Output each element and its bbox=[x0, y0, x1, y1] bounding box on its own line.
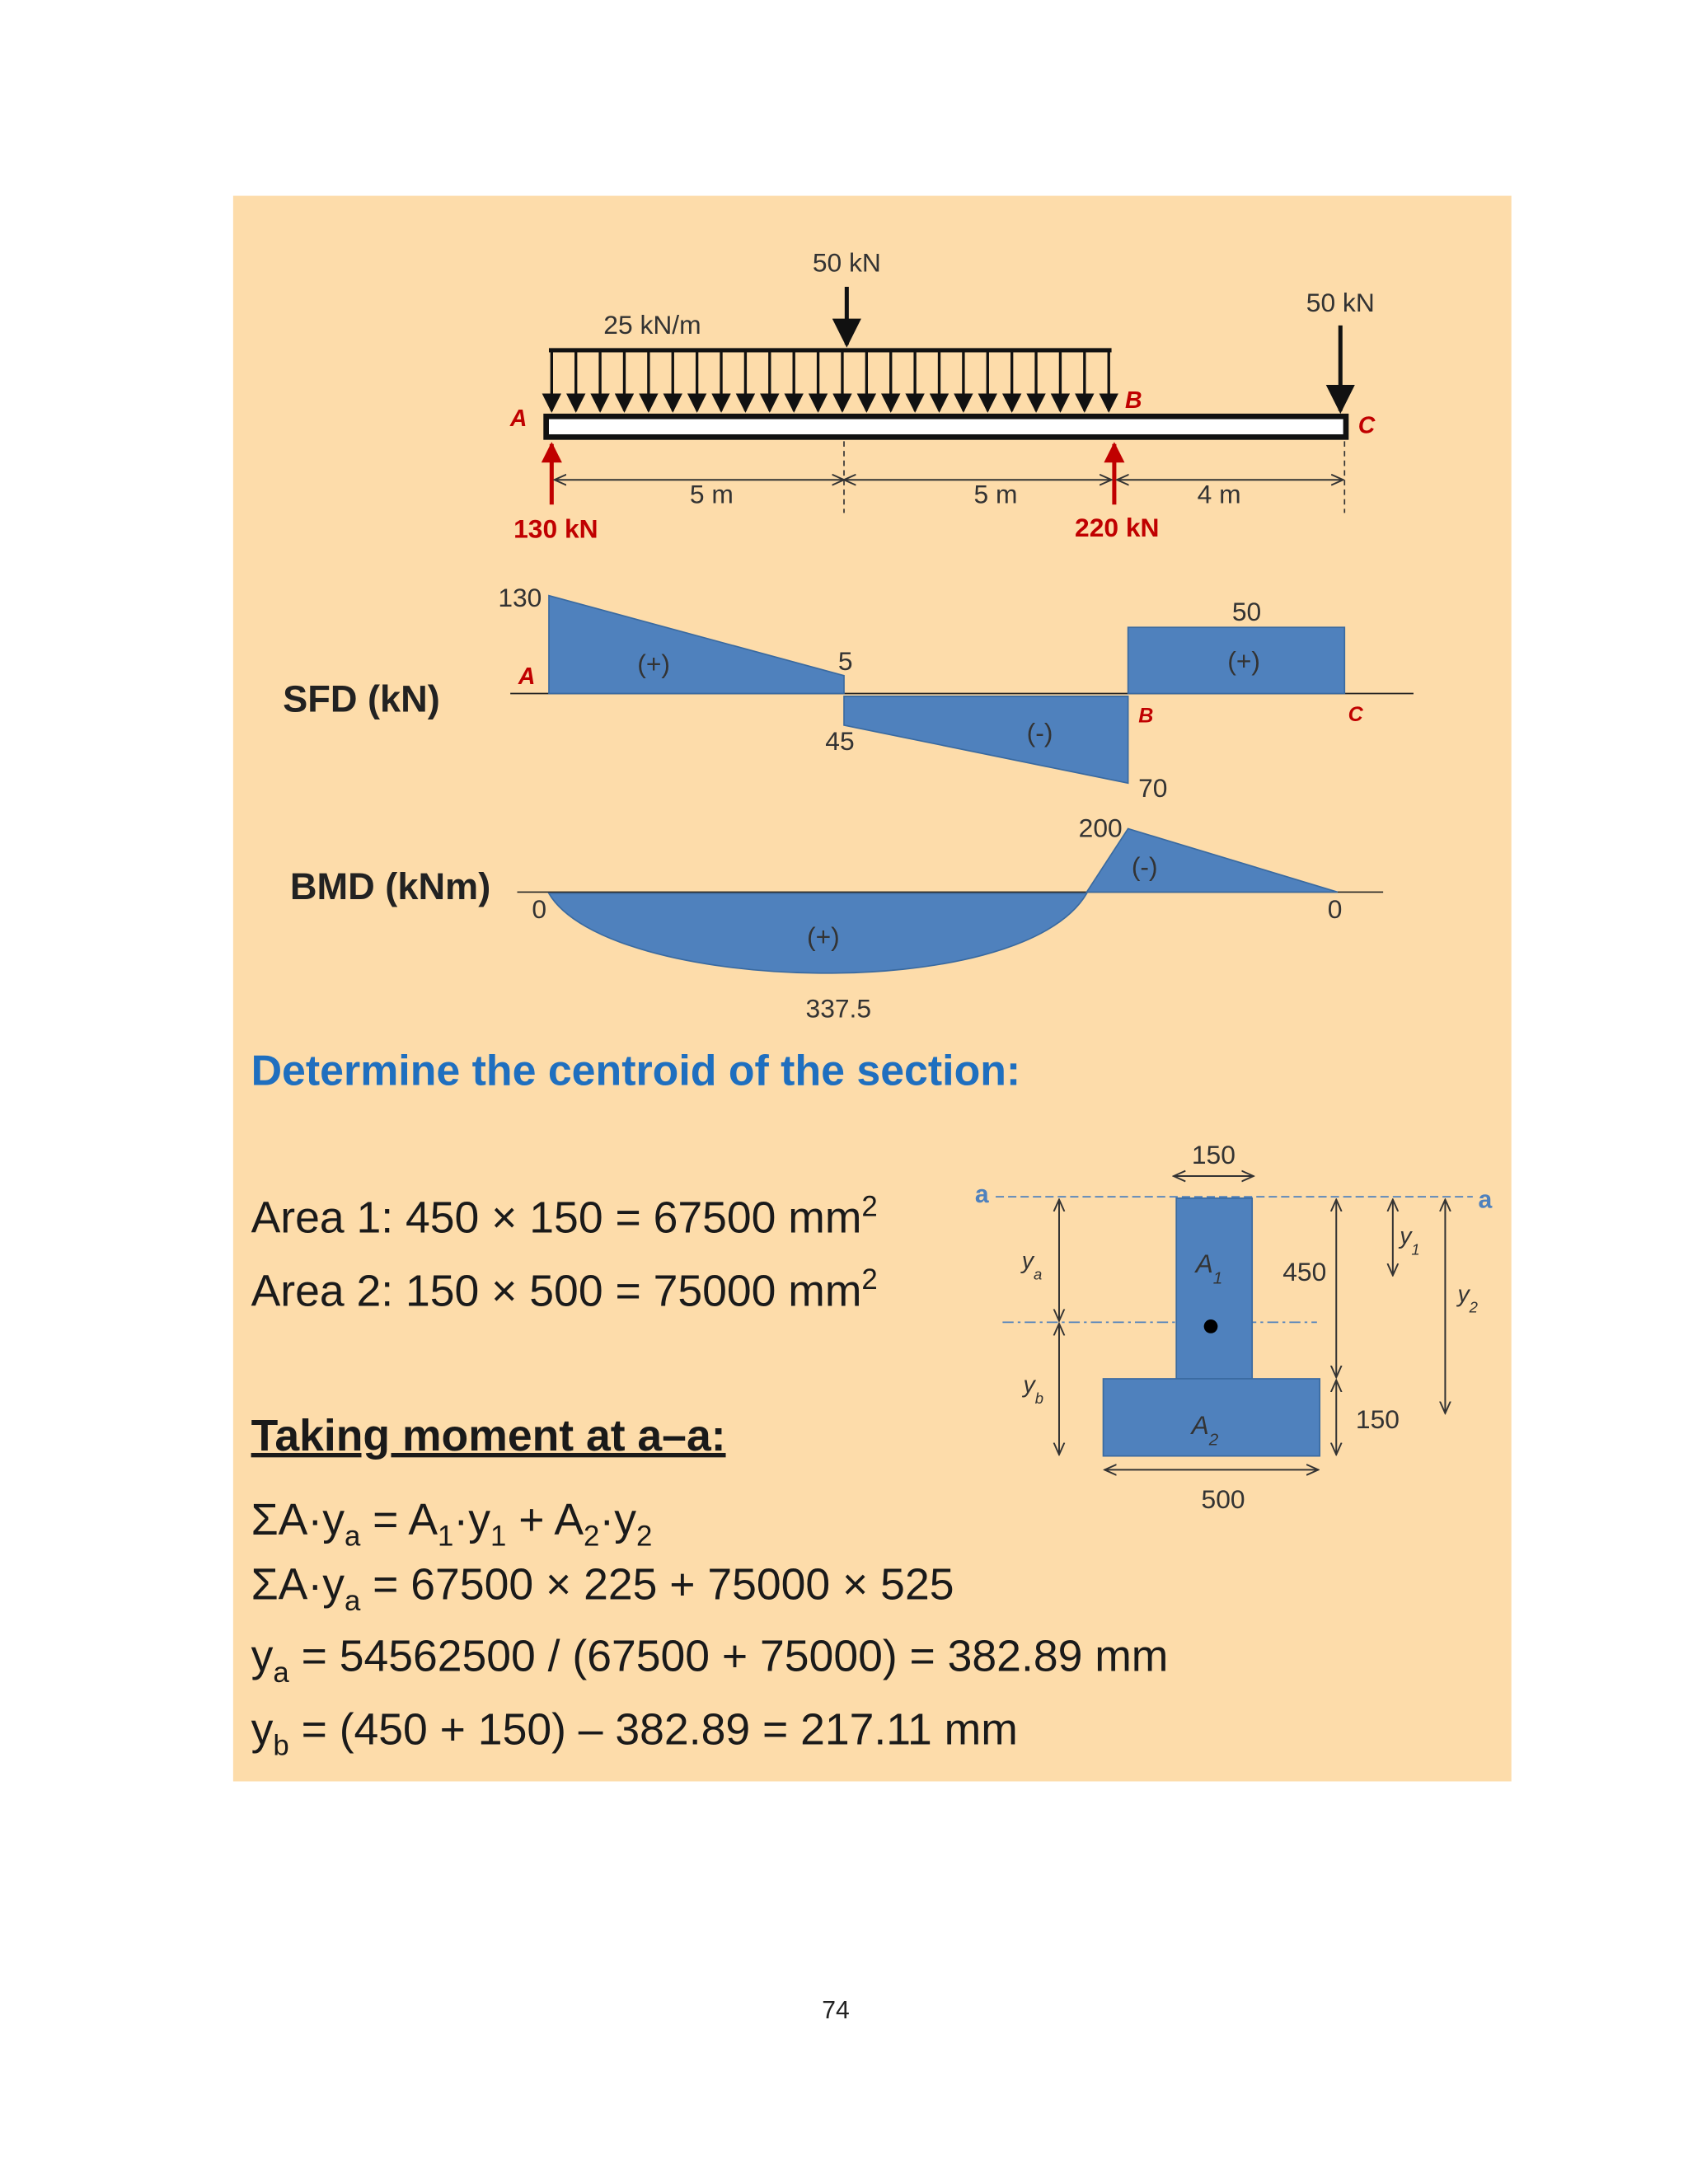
text-run: ·y bbox=[599, 1496, 636, 1544]
sfd-sign: (+) bbox=[1227, 646, 1260, 676]
distance-label: ya bbox=[1020, 1248, 1043, 1282]
sfd-sign: (-) bbox=[1027, 718, 1053, 748]
point-label: A bbox=[509, 405, 528, 432]
subscript: b bbox=[1035, 1390, 1043, 1407]
text-run: ·y bbox=[453, 1496, 490, 1544]
bmd-title: BMD (kNm) bbox=[290, 865, 490, 907]
udl-arrows bbox=[542, 349, 1118, 413]
bmd-sign: (+) bbox=[807, 922, 840, 952]
text-run: Area 2: 150 × 500 = 75000 mm bbox=[251, 1267, 862, 1315]
sfd-value: 130 bbox=[498, 583, 542, 612]
span-label: 4 m bbox=[1198, 480, 1241, 509]
text-run: = 54562500 / (67500 + 75000) = 382.89 mm bbox=[289, 1633, 1169, 1681]
subscript: 1 bbox=[490, 1521, 506, 1552]
sfd-point: A bbox=[518, 663, 536, 690]
equation: ΣA·ya = A1·y1 + A2·y2 bbox=[251, 1496, 653, 1552]
sfd-region bbox=[548, 594, 845, 695]
reaction-label: 220 kN bbox=[1075, 513, 1159, 542]
subscript: 2 bbox=[1208, 1430, 1219, 1449]
text-run: ΣA·y bbox=[251, 1561, 345, 1610]
subscript: 2 bbox=[636, 1521, 652, 1552]
sfd-region bbox=[843, 696, 1129, 785]
text-run: ΣA·y bbox=[251, 1496, 345, 1544]
sfd-value: 70 bbox=[1138, 773, 1167, 803]
superscript: 2 bbox=[861, 1192, 877, 1223]
point-label: B bbox=[1125, 387, 1142, 414]
subscript: 2 bbox=[584, 1521, 599, 1552]
text-run: A bbox=[1194, 1249, 1213, 1278]
dimension-label: 150 bbox=[1192, 1140, 1236, 1169]
superscript: 2 bbox=[861, 1264, 877, 1296]
bmd-region bbox=[1085, 827, 1339, 893]
sfd-sign: (+) bbox=[637, 649, 670, 678]
bmd-value: 0 bbox=[1328, 894, 1343, 924]
equation: ya = 54562500 / (67500 + 75000) = 382.89… bbox=[251, 1633, 1169, 1689]
sfd-point: C bbox=[1348, 703, 1364, 726]
span-label: 5 m bbox=[974, 480, 1018, 509]
distance-label: yb bbox=[1021, 1372, 1043, 1407]
text-run: + A bbox=[506, 1496, 584, 1544]
subscript: a bbox=[273, 1657, 289, 1689]
text-run: y bbox=[1398, 1223, 1413, 1249]
distance-label: y1 bbox=[1398, 1223, 1419, 1258]
heading: Determine the centroid of the section: bbox=[251, 1047, 1021, 1094]
text-run: y bbox=[251, 1633, 274, 1681]
equation: yb = (450 + 150) – 382.89 = 217.11 mm bbox=[251, 1705, 1018, 1761]
span-label: 5 m bbox=[690, 480, 734, 509]
bmd-value: 337.5 bbox=[806, 994, 872, 1024]
moment-title: Taking moment at a–a: bbox=[251, 1412, 726, 1460]
subscript: b bbox=[273, 1731, 288, 1762]
axis-label: a bbox=[1479, 1187, 1493, 1214]
beam bbox=[543, 413, 1349, 440]
sfd-value: 45 bbox=[825, 726, 854, 756]
sfd-value: 50 bbox=[1232, 597, 1261, 626]
subscript: a bbox=[345, 1586, 361, 1617]
subscript: 1 bbox=[1213, 1269, 1223, 1288]
text-run: A bbox=[1190, 1410, 1209, 1440]
sfd-region bbox=[1127, 626, 1346, 695]
text-run: y bbox=[251, 1705, 274, 1754]
web bbox=[1175, 1197, 1254, 1380]
subscript: 1 bbox=[1411, 1240, 1419, 1258]
bmd-value: 200 bbox=[1079, 813, 1123, 842]
text-run: y bbox=[1020, 1248, 1035, 1274]
bmd-sign: (-) bbox=[1132, 851, 1158, 881]
text-run: Area 1: 450 × 150 = 67500 mm bbox=[251, 1194, 862, 1243]
area-label: A2 bbox=[1190, 1410, 1219, 1449]
subscript: 2 bbox=[1469, 1299, 1478, 1316]
load-label: 25 kN/m bbox=[603, 310, 701, 340]
sfd-point: B bbox=[1138, 705, 1153, 728]
sfd-title: SFD (kN) bbox=[283, 677, 440, 719]
axis-label: a bbox=[975, 1181, 989, 1208]
load-label: 50 kN bbox=[813, 248, 881, 278]
subscript: a bbox=[1034, 1266, 1042, 1283]
load-label: 50 kN bbox=[1306, 288, 1375, 317]
panel-background bbox=[232, 195, 1512, 1782]
subscript: 1 bbox=[438, 1521, 453, 1552]
subscript: a bbox=[345, 1521, 361, 1552]
area-line: Area 2: 150 × 500 = 75000 mm2 bbox=[251, 1264, 878, 1315]
bmd-region bbox=[547, 893, 1088, 974]
centroid bbox=[1203, 1319, 1218, 1333]
area-line: Area 1: 450 × 150 = 67500 mm2 bbox=[251, 1192, 878, 1243]
dimension-label: 150 bbox=[1356, 1404, 1400, 1434]
distance-label: y2 bbox=[1456, 1281, 1478, 1315]
text-run: = (450 + 150) – 382.89 = 217.11 mm bbox=[289, 1705, 1018, 1754]
text-run: = A bbox=[360, 1496, 438, 1544]
page-number: 74 bbox=[822, 1997, 850, 2024]
sfd-value: 5 bbox=[838, 646, 853, 676]
text-run: y bbox=[1021, 1372, 1036, 1399]
point-label: C bbox=[1358, 412, 1376, 438]
area-label: A1 bbox=[1194, 1249, 1223, 1287]
text-run: y bbox=[1456, 1281, 1470, 1307]
flange bbox=[1102, 1378, 1321, 1457]
text-run: = 67500 × 225 + 75000 × 525 bbox=[360, 1561, 954, 1610]
reaction-label: 130 kN bbox=[513, 513, 598, 543]
bmd-value: 0 bbox=[532, 894, 546, 924]
dimension-label: 500 bbox=[1202, 1484, 1245, 1514]
dimension-label: 450 bbox=[1282, 1257, 1326, 1286]
equation: ΣA·ya = 67500 × 225 + 75000 × 525 bbox=[251, 1561, 954, 1617]
